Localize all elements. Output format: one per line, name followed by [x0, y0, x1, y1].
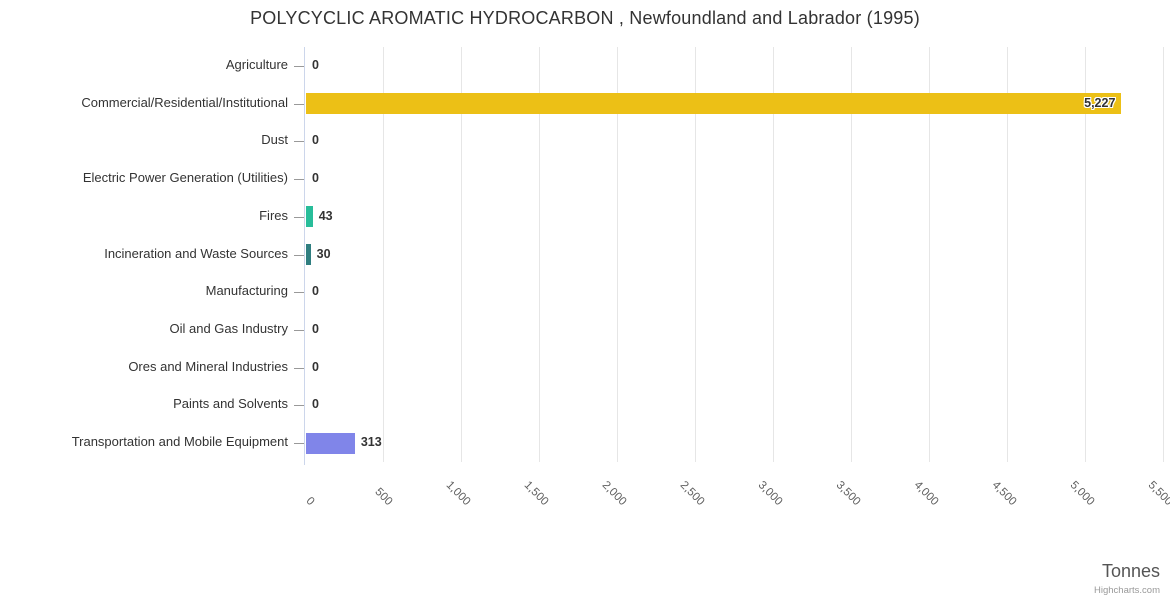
category-tick [294, 254, 304, 256]
category-tick [294, 103, 304, 105]
category-label: Commercial/Residential/Institutional [81, 94, 288, 110]
category-label: Electric Power Generation (Utilities) [82, 170, 288, 186]
value-label: 0 [312, 133, 319, 148]
category-label: Agriculture [225, 56, 288, 72]
bar[interactable] [306, 244, 311, 265]
gridline-vertical [383, 47, 384, 462]
gridline-vertical [617, 47, 618, 462]
value-label: 313 [360, 435, 382, 450]
gridline-vertical [539, 47, 540, 462]
value-label: 0 [312, 57, 319, 72]
gridline-vertical [1163, 47, 1164, 462]
category-tick [294, 65, 304, 67]
x-tick-label: 5,500 [1145, 479, 1170, 508]
category-label: Incineration and Waste Sources [104, 245, 288, 261]
category-label: Fires [259, 207, 288, 223]
category-tick [294, 216, 304, 218]
category-label: Oil and Gas Industry [169, 320, 289, 336]
x-tick-label: 5,000 [1067, 479, 1097, 508]
value-label: 5,227 [1084, 95, 1116, 110]
category-label: Transportation and Mobile Equipment [71, 434, 288, 450]
category-label: Dust [261, 132, 288, 148]
bar[interactable] [306, 206, 313, 228]
category-tick [294, 367, 304, 369]
category-tick [294, 405, 304, 407]
chart-title: POLYCYCLIC AROMATIC HYDROCARBON , Newfou… [250, 8, 920, 28]
x-tick-label: 2,000 [599, 479, 629, 508]
value-label: 30 [316, 246, 331, 261]
category-label: Manufacturing [205, 283, 288, 299]
x-tick-label: 3,000 [755, 479, 785, 508]
value-label: 0 [312, 284, 319, 299]
gridline-vertical [461, 47, 462, 462]
gridline-vertical [773, 47, 774, 462]
category-tick [294, 179, 304, 181]
x-tick-label: 3,500 [833, 479, 863, 508]
gridline-vertical [695, 47, 696, 462]
value-label: 0 [312, 397, 319, 412]
x-tick-label: 0 [303, 494, 317, 508]
x-tick-label: 1,500 [521, 479, 551, 508]
category-tick [294, 443, 304, 445]
value-label: 0 [312, 359, 319, 374]
category-label: Ores and Mineral Industries [128, 358, 288, 374]
category-tick [294, 292, 304, 294]
bar[interactable] [306, 93, 1122, 115]
gridline-vertical [1007, 47, 1008, 462]
x-axis-title: Tonnes [1101, 561, 1160, 581]
value-label: 0 [312, 321, 319, 336]
gridline-vertical [1085, 47, 1086, 462]
highcharts-credit-link[interactable]: Highcharts.com [1094, 585, 1160, 596]
category-label: Paints and Solvents [173, 396, 288, 412]
value-label: 0 [312, 171, 319, 186]
bar[interactable] [306, 432, 355, 454]
category-tick [294, 329, 304, 331]
x-tick-label: 2,500 [677, 479, 707, 508]
gridline-vertical [851, 47, 852, 462]
x-tick-label: 4,500 [989, 479, 1019, 508]
gridline-vertical [929, 47, 930, 462]
x-tick-label: 500 [372, 485, 395, 508]
category-tick [294, 141, 304, 143]
x-tick-label: 1,000 [443, 479, 473, 508]
y-axis-line [304, 47, 305, 465]
value-label: 43 [318, 208, 333, 223]
x-tick-label: 4,000 [911, 479, 941, 508]
